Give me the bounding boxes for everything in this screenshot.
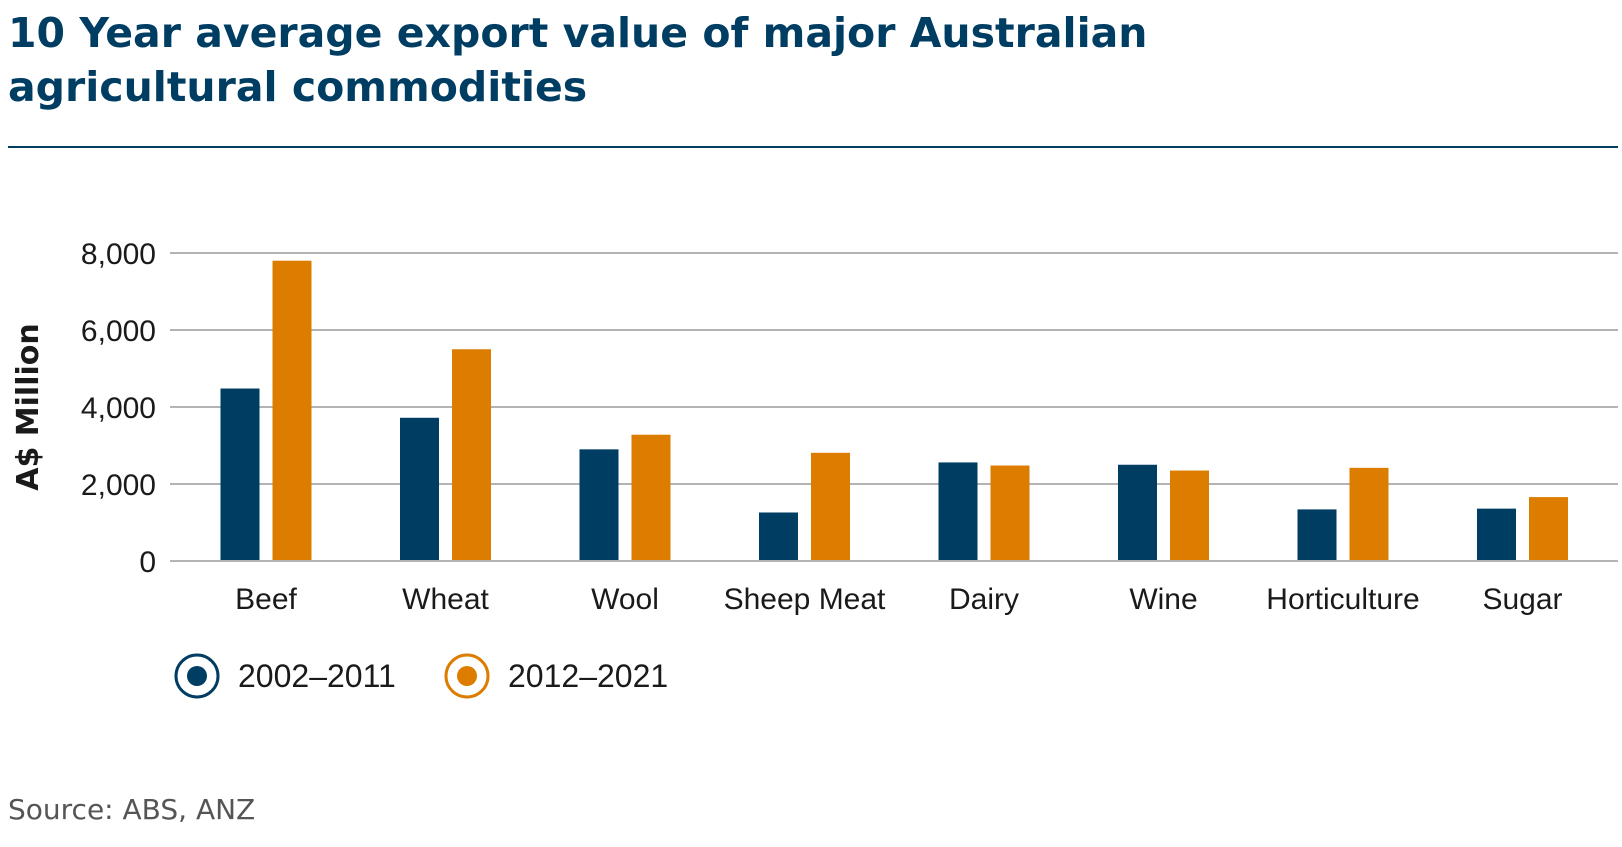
y-tick-label: 0 <box>139 546 156 579</box>
x-category-label: Dairy <box>949 583 1019 616</box>
bar-wine-series-2 <box>1170 470 1209 561</box>
bar-horticulture-series-2 <box>1349 467 1389 561</box>
x-category-label: Beef <box>235 583 297 616</box>
bar-wheat-series-1 <box>400 417 439 561</box>
legend-marker-ring <box>174 653 220 699</box>
y-axis-label: A$ Million <box>11 323 46 491</box>
x-category-label: Horticulture <box>1266 583 1419 616</box>
y-tick-label: 4,000 <box>81 392 156 425</box>
bar-sugar-series-2 <box>1529 497 1568 561</box>
legend-marker-dot <box>457 666 477 686</box>
x-axis-categories: Beef Wheat Wool Sheep Meat Dairy Wine Horticul… <box>235 583 1562 616</box>
y-axis-ticks: 0 2,000 4,000 6,000 8,000 <box>81 238 156 579</box>
gridlines <box>170 252 1618 562</box>
x-category-label: Sugar <box>1482 583 1562 616</box>
legend-label: 2012–2021 <box>508 658 668 694</box>
source-note: Source: ABS, ANZ <box>8 793 256 826</box>
bar-sugar-series-1 <box>1477 508 1516 561</box>
legend-marker-ring <box>444 653 490 699</box>
bar-sheep-meat-series-1 <box>759 512 798 561</box>
title-divider <box>8 146 1618 148</box>
legend: 2002–2011 2012–2021 <box>174 653 668 699</box>
bar-beef-series-2 <box>272 260 312 561</box>
x-category-label: Wine <box>1129 583 1197 616</box>
bar-dairy-series-2 <box>990 465 1030 561</box>
bar-wine-series-1 <box>1118 464 1157 561</box>
bar-wool-series-1 <box>579 449 619 561</box>
y-tick-label: 8,000 <box>81 238 156 271</box>
y-tick-label: 2,000 <box>81 469 156 502</box>
x-category-label: Wheat <box>402 583 489 616</box>
bars <box>170 260 1618 562</box>
bar-wheat-series-2 <box>452 349 491 561</box>
legend-marker-dot <box>187 666 207 686</box>
x-category-label: Sheep Meat <box>724 583 886 616</box>
x-category-label: Wool <box>591 583 659 616</box>
bar-dairy-series-1 <box>938 462 978 561</box>
y-tick-label: 6,000 <box>81 315 156 348</box>
bar-wool-series-2 <box>631 434 671 561</box>
bar-horticulture-series-1 <box>1297 509 1337 561</box>
bar-sheep-meat-series-2 <box>811 452 850 561</box>
chart-title: 10 Year average export value of major Au… <box>8 9 1148 111</box>
bar-beef-series-1 <box>220 388 260 561</box>
legend-label: 2002–2011 <box>238 658 396 694</box>
